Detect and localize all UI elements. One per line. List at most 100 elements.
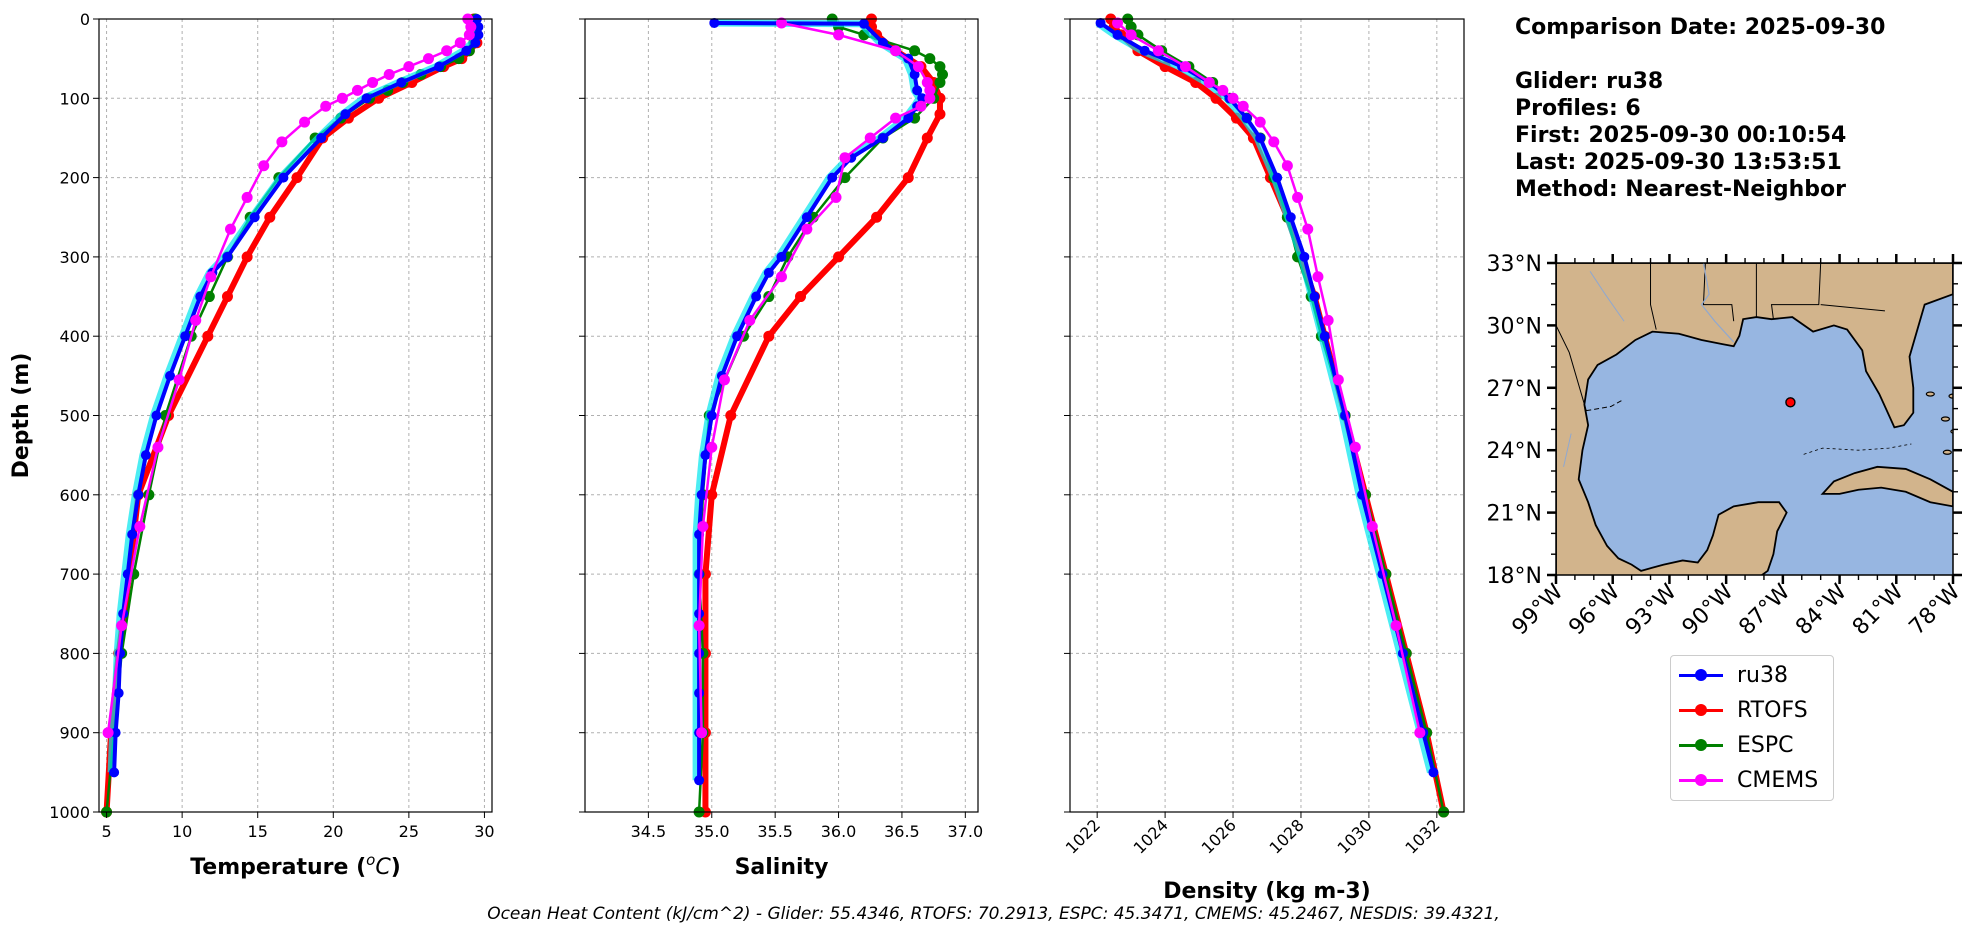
ru38-salinity-point (912, 85, 923, 96)
state-border (1820, 304, 1885, 312)
ru38-salinity-point (700, 450, 711, 461)
cmems-density-point (1302, 223, 1314, 235)
rtofs-temperature-point (221, 291, 233, 303)
ru38-salinity-point (732, 331, 743, 342)
y-tick-label: 600 (59, 486, 90, 505)
cmems-density-point (1366, 521, 1378, 533)
ru38-salinity-point (709, 17, 720, 28)
map-lon-label: 96°W (1564, 579, 1625, 640)
ru38-temperature-point (127, 529, 138, 540)
ru38-temperature-point (113, 688, 124, 699)
x-tick-label: 35.0 (694, 822, 730, 841)
cmems-temperature-point (190, 314, 202, 326)
ru38-salinity-point (909, 69, 920, 80)
cmems-density-point (1349, 441, 1361, 453)
cmems-density-point (1414, 727, 1426, 739)
land-north-america (1556, 263, 1953, 575)
rtofs-salinity-point (706, 489, 718, 501)
cmems-salinity-point (924, 84, 936, 96)
map-lon-label: 84°W (1791, 579, 1852, 640)
salinity-panel: 34.5 35.0 35.5 36.0 36.5 37.0 Salinity (579, 13, 983, 880)
y-tick-label: 800 (59, 644, 90, 663)
cmems-temperature-point (102, 727, 114, 739)
map-lon-label: 78°W (1905, 579, 1966, 640)
cmems-temperature-point (423, 53, 435, 65)
temperature-axis-label: Temperature (oC) (190, 851, 401, 880)
legend-item-cmems: CMEMS (1679, 763, 1818, 797)
x-tick-label: 25 (399, 822, 419, 841)
legend: ru38 RTOFS ESPC CMEMS (1670, 655, 1834, 801)
cmems-salinity-point (864, 132, 876, 144)
x-tick-label: 36.5 (884, 822, 920, 841)
river (1563, 433, 1572, 467)
cmems-salinity-point (718, 374, 730, 386)
espc-salinity-point (924, 53, 936, 65)
cmems-density-point (1254, 116, 1266, 128)
x-tick-label: 1022 (1062, 815, 1104, 857)
cmems-temperature-point (299, 116, 311, 128)
legend-swatch-rtofs (1679, 703, 1723, 716)
state-border (1770, 263, 1822, 320)
cmems-salinity-point (696, 727, 708, 739)
x-tick-label: 1028 (1266, 815, 1308, 857)
maritime-boundary (1803, 443, 1912, 455)
ru38-density-point (1272, 172, 1283, 183)
cmems-salinity-point (839, 152, 851, 164)
temperature-panel: 5 10 15 20 25 3001002003004005006007008009001… (9, 10, 495, 880)
ru38-density-point (1095, 17, 1106, 28)
state-border (1702, 263, 1735, 322)
rtofs-temperature-point (202, 330, 214, 342)
ru38-profile-spread (692, 19, 923, 781)
map-lat-label: 21°N (1487, 502, 1542, 527)
y-tick-label: 0 (80, 10, 90, 29)
legend-label-espc: ESPC (1737, 732, 1794, 758)
x-tick-label: 1026 (1198, 815, 1240, 857)
map-lat-label: 33°N (1487, 252, 1542, 277)
ru38-temperature-point (434, 61, 445, 72)
ru38-density-point (1285, 212, 1296, 223)
rtofs-salinity-point (795, 291, 807, 303)
y-tick-label: 500 (59, 407, 90, 426)
ru38-temperature-point (222, 251, 233, 262)
cmems-salinity-point (890, 112, 902, 124)
ru38-temperature-line (112, 18, 481, 773)
ru38-salinity-point (694, 775, 705, 786)
cmems-temperature-point (367, 76, 379, 88)
y-tick-label: 100 (59, 89, 90, 108)
cmems-density-point (1227, 92, 1239, 104)
ru38-temperature-point (473, 21, 484, 32)
state-border (1556, 325, 1587, 411)
cmems-salinity-point (693, 620, 705, 632)
ru38-temperature-point (151, 410, 162, 421)
ru38-temperature-point (109, 767, 120, 778)
espc-salinity-point (909, 45, 921, 57)
ru38-temperature-point (316, 132, 327, 143)
ru38-salinity-point (694, 569, 705, 580)
legend-swatch-espc (1679, 738, 1723, 751)
cmems-density-point (1332, 374, 1344, 386)
ru38-temperature-point (165, 370, 176, 381)
cmems-density-point (1217, 84, 1229, 96)
y-tick-label: 400 (59, 327, 90, 346)
y-tick-label: 1000 (49, 803, 90, 822)
cmems-density-point (1179, 61, 1191, 73)
rtofs-temperature-point (241, 251, 253, 263)
ru38-salinity-line (697, 20, 925, 781)
x-tick-label: 10 (172, 822, 192, 841)
ru38-density-point (1428, 767, 1439, 778)
ru38-salinity-point (903, 113, 914, 124)
cmems-temperature-point (134, 521, 146, 533)
map-lat-label: 27°N (1487, 377, 1542, 402)
map-lat-label: 30°N (1487, 314, 1542, 339)
y-tick-label: 900 (59, 724, 90, 743)
cmems-density-line (1116, 22, 1422, 733)
density-axis-label: Density (kg m-3) (1163, 879, 1371, 904)
y-tick-label: 200 (59, 169, 90, 188)
ru38-temperature-point (278, 172, 289, 183)
cmems-salinity-point (801, 223, 813, 235)
cmems-temperature-point (276, 136, 288, 148)
espc-temperature-point (203, 291, 215, 303)
ru38-temperature-point (249, 212, 260, 223)
ru38-temperature-point (133, 489, 144, 500)
